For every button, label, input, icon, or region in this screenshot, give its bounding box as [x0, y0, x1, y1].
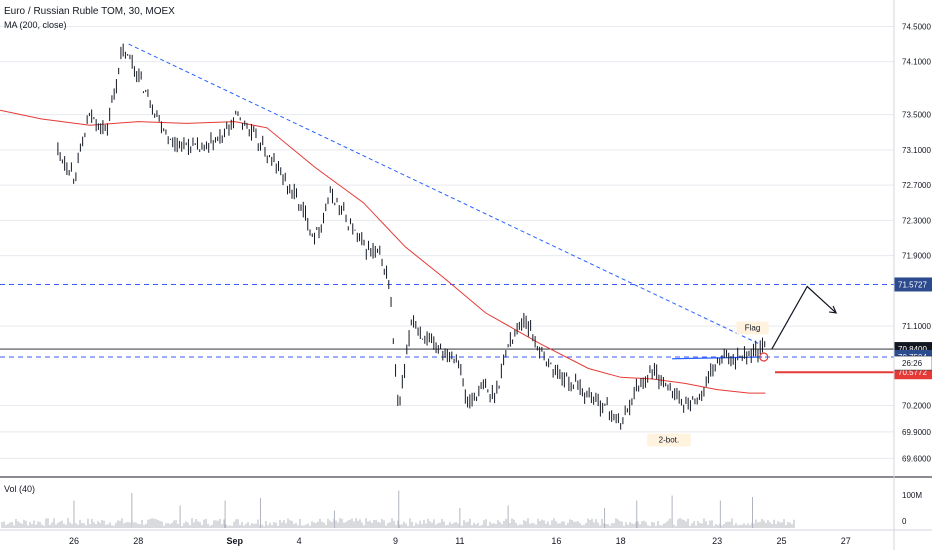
projection-path	[771, 285, 837, 350]
x-tick-label: 23	[712, 536, 722, 546]
y-tick-label: 74.5000	[902, 22, 931, 31]
annotations: Flag 2-bot.	[647, 285, 838, 447]
double-bottom-label-bg	[647, 433, 691, 447]
price-label: 71.5727	[898, 280, 927, 289]
y-tick-label: 73.5000	[902, 111, 931, 120]
y-tick-label: 71.1000	[902, 322, 931, 331]
price-label-box	[894, 277, 932, 292]
volume-tick-label: 100M	[902, 491, 922, 500]
target-circle	[759, 352, 769, 362]
x-tick-label: 4	[297, 536, 302, 546]
x-tick-label: 27	[841, 536, 851, 546]
countdown-label: 26:26	[902, 359, 923, 368]
y-tick-label: 72.7000	[902, 181, 931, 190]
price-series	[57, 43, 766, 430]
flag-label: Flag	[745, 324, 761, 333]
y-tick-label: 73.1000	[902, 146, 931, 155]
y-tick-label: 69.9000	[902, 428, 931, 437]
arrow-head-icon	[829, 305, 838, 314]
x-tick-label: 18	[616, 536, 626, 546]
grid	[0, 25, 894, 459]
double-bottom-label: 2-bot.	[659, 436, 679, 445]
volume-legend[interactable]: Vol (40)	[4, 484, 36, 494]
x-tick-label: Sep	[226, 536, 243, 546]
x-tick-label: 26	[69, 536, 79, 546]
volume-tick-label: 0	[902, 517, 907, 526]
x-tick-label: 9	[393, 536, 398, 546]
x-tick-label: 25	[776, 536, 786, 546]
y-tick-label: 70.2000	[902, 401, 931, 410]
trendline-path[interactable]	[128, 43, 760, 345]
y-tick-label: 72.3000	[902, 216, 931, 225]
y-tick-label: 71.9000	[902, 252, 931, 261]
price-label: 70.5772	[898, 368, 927, 377]
x-tick-label: 28	[133, 536, 143, 546]
x-tick-label: 11	[455, 536, 464, 546]
price-label: 70.8400	[898, 345, 927, 354]
trendline[interactable]	[128, 43, 763, 360]
ma-path	[0, 109, 766, 394]
volume-pane: 100M 0	[1, 490, 922, 528]
ma-line	[0, 109, 766, 394]
x-tick-label: 16	[551, 536, 561, 546]
ma-legend[interactable]: MA (200, close)	[4, 20, 67, 30]
y-tick-label: 74.1000	[902, 58, 931, 67]
flag-label-bg	[736, 321, 769, 335]
symbol-title[interactable]: Euro / Russian Ruble TOM, 30, MOEX	[4, 6, 175, 17]
y-tick-label: 69.6000	[902, 454, 931, 463]
